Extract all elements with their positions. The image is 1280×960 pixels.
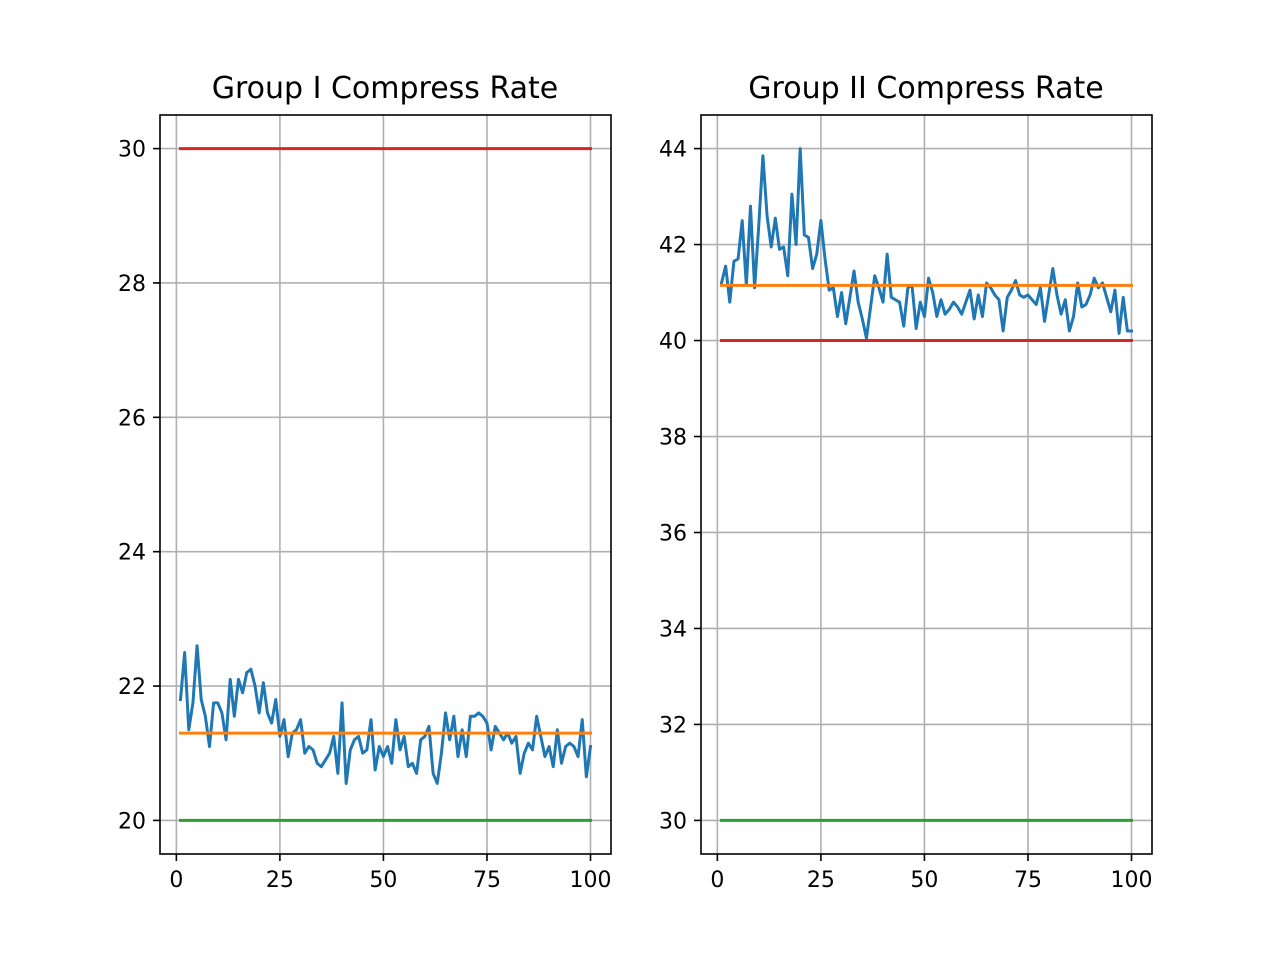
series-layer: [719, 147, 1133, 822]
y-tick-label: 40: [659, 330, 687, 355]
x-tick-label: 75: [1014, 868, 1042, 893]
ticks-layer: 0 25 50 75 100 20 22 24 26 28 30: [118, 138, 612, 893]
x-tick-label: 50: [369, 868, 397, 893]
x-tick-label: 25: [807, 868, 835, 893]
ticks-layer: 0 25 50 75 100 30 32 34 36 38 40 42 44: [659, 138, 1153, 893]
axes-frame: [700, 114, 1153, 855]
y-tick-label: 30: [118, 138, 146, 163]
y-tick-label: 34: [659, 617, 687, 642]
x-tick-label: 75: [473, 868, 501, 893]
y-tick-label: 22: [118, 675, 146, 700]
x-tick-label: 0: [169, 868, 183, 893]
series-layer: [178, 147, 593, 822]
axes-frame: [159, 114, 612, 855]
y-tick-label: 24: [118, 541, 146, 566]
x-tick-label: 50: [910, 868, 938, 893]
y-tick-label: 44: [659, 138, 687, 163]
y-tick-label: 36: [659, 521, 687, 546]
chart-group-i: Group I Compress Rate 0 25 50 75 100 20 22 24 26…: [118, 71, 612, 893]
x-tick-label: 100: [1111, 868, 1153, 893]
chart-group-ii: Group II Compress Rate 0 25 50 75 100 30 32 34 3…: [659, 71, 1153, 893]
x-tick-label: 25: [266, 868, 294, 893]
y-tick-label: 20: [118, 809, 146, 834]
y-tick-label: 38: [659, 426, 687, 451]
chart-title: Group I Compress Rate: [212, 71, 559, 106]
y-tick-label: 28: [118, 272, 146, 297]
y-tick-label: 42: [659, 234, 687, 259]
chart-title: Group II Compress Rate: [748, 71, 1103, 106]
y-tick-label: 26: [118, 406, 146, 431]
y-tick-label: 32: [659, 713, 687, 738]
x-tick-label: 0: [710, 868, 724, 893]
series-line-blue: [719, 147, 1133, 340]
series-line-blue: [178, 644, 593, 785]
y-tick-label: 30: [659, 809, 687, 834]
x-tick-label: 100: [570, 868, 612, 893]
